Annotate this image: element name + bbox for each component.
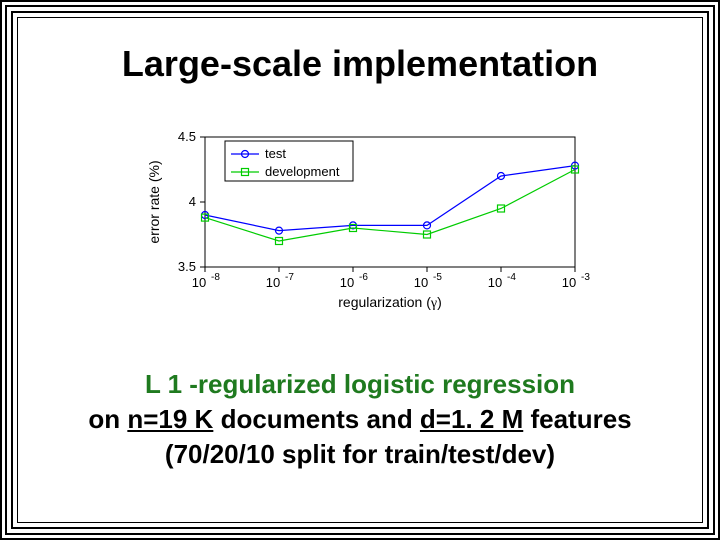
caption-block: L 1 -regularized logistic regression on … [7,367,713,472]
svg-text:4: 4 [189,194,196,209]
svg-text:4.5: 4.5 [178,129,196,144]
error-rate-chart: 3.544.5error rate (%)10-810-710-610-510-… [137,127,597,317]
svg-text:-5: -5 [433,272,442,283]
svg-text:-4: -4 [507,272,516,283]
svg-text:error rate (%): error rate (%) [146,160,162,243]
caption-line1: L 1 -regularized logistic regression [145,369,575,399]
slide-title: Large-scale implementation [7,43,713,85]
svg-text:10: 10 [340,275,354,290]
svg-text:test: test [265,146,286,161]
chart-svg: 3.544.5error rate (%)10-810-710-610-510-… [137,127,597,317]
svg-text:10: 10 [488,275,502,290]
caption-line2: on n=19 K documents and d=1. 2 M feature… [7,402,713,437]
svg-text:10: 10 [414,275,428,290]
svg-text:-3: -3 [581,272,590,283]
svg-text:-8: -8 [211,272,220,283]
svg-text:-7: -7 [285,272,294,283]
caption-line3: (70/20/10 split for train/test/dev) [165,439,555,469]
svg-text:-6: -6 [359,272,368,283]
slide-frame: Large-scale implementation 3.5 4 4.5 error … [0,0,720,540]
svg-text:3.5: 3.5 [178,259,196,274]
svg-text:regularization (γ): regularization (γ) [338,294,441,311]
svg-text:10: 10 [192,275,206,290]
svg-text:development: development [265,164,340,179]
svg-text:10: 10 [562,275,576,290]
svg-text:10: 10 [266,275,280,290]
